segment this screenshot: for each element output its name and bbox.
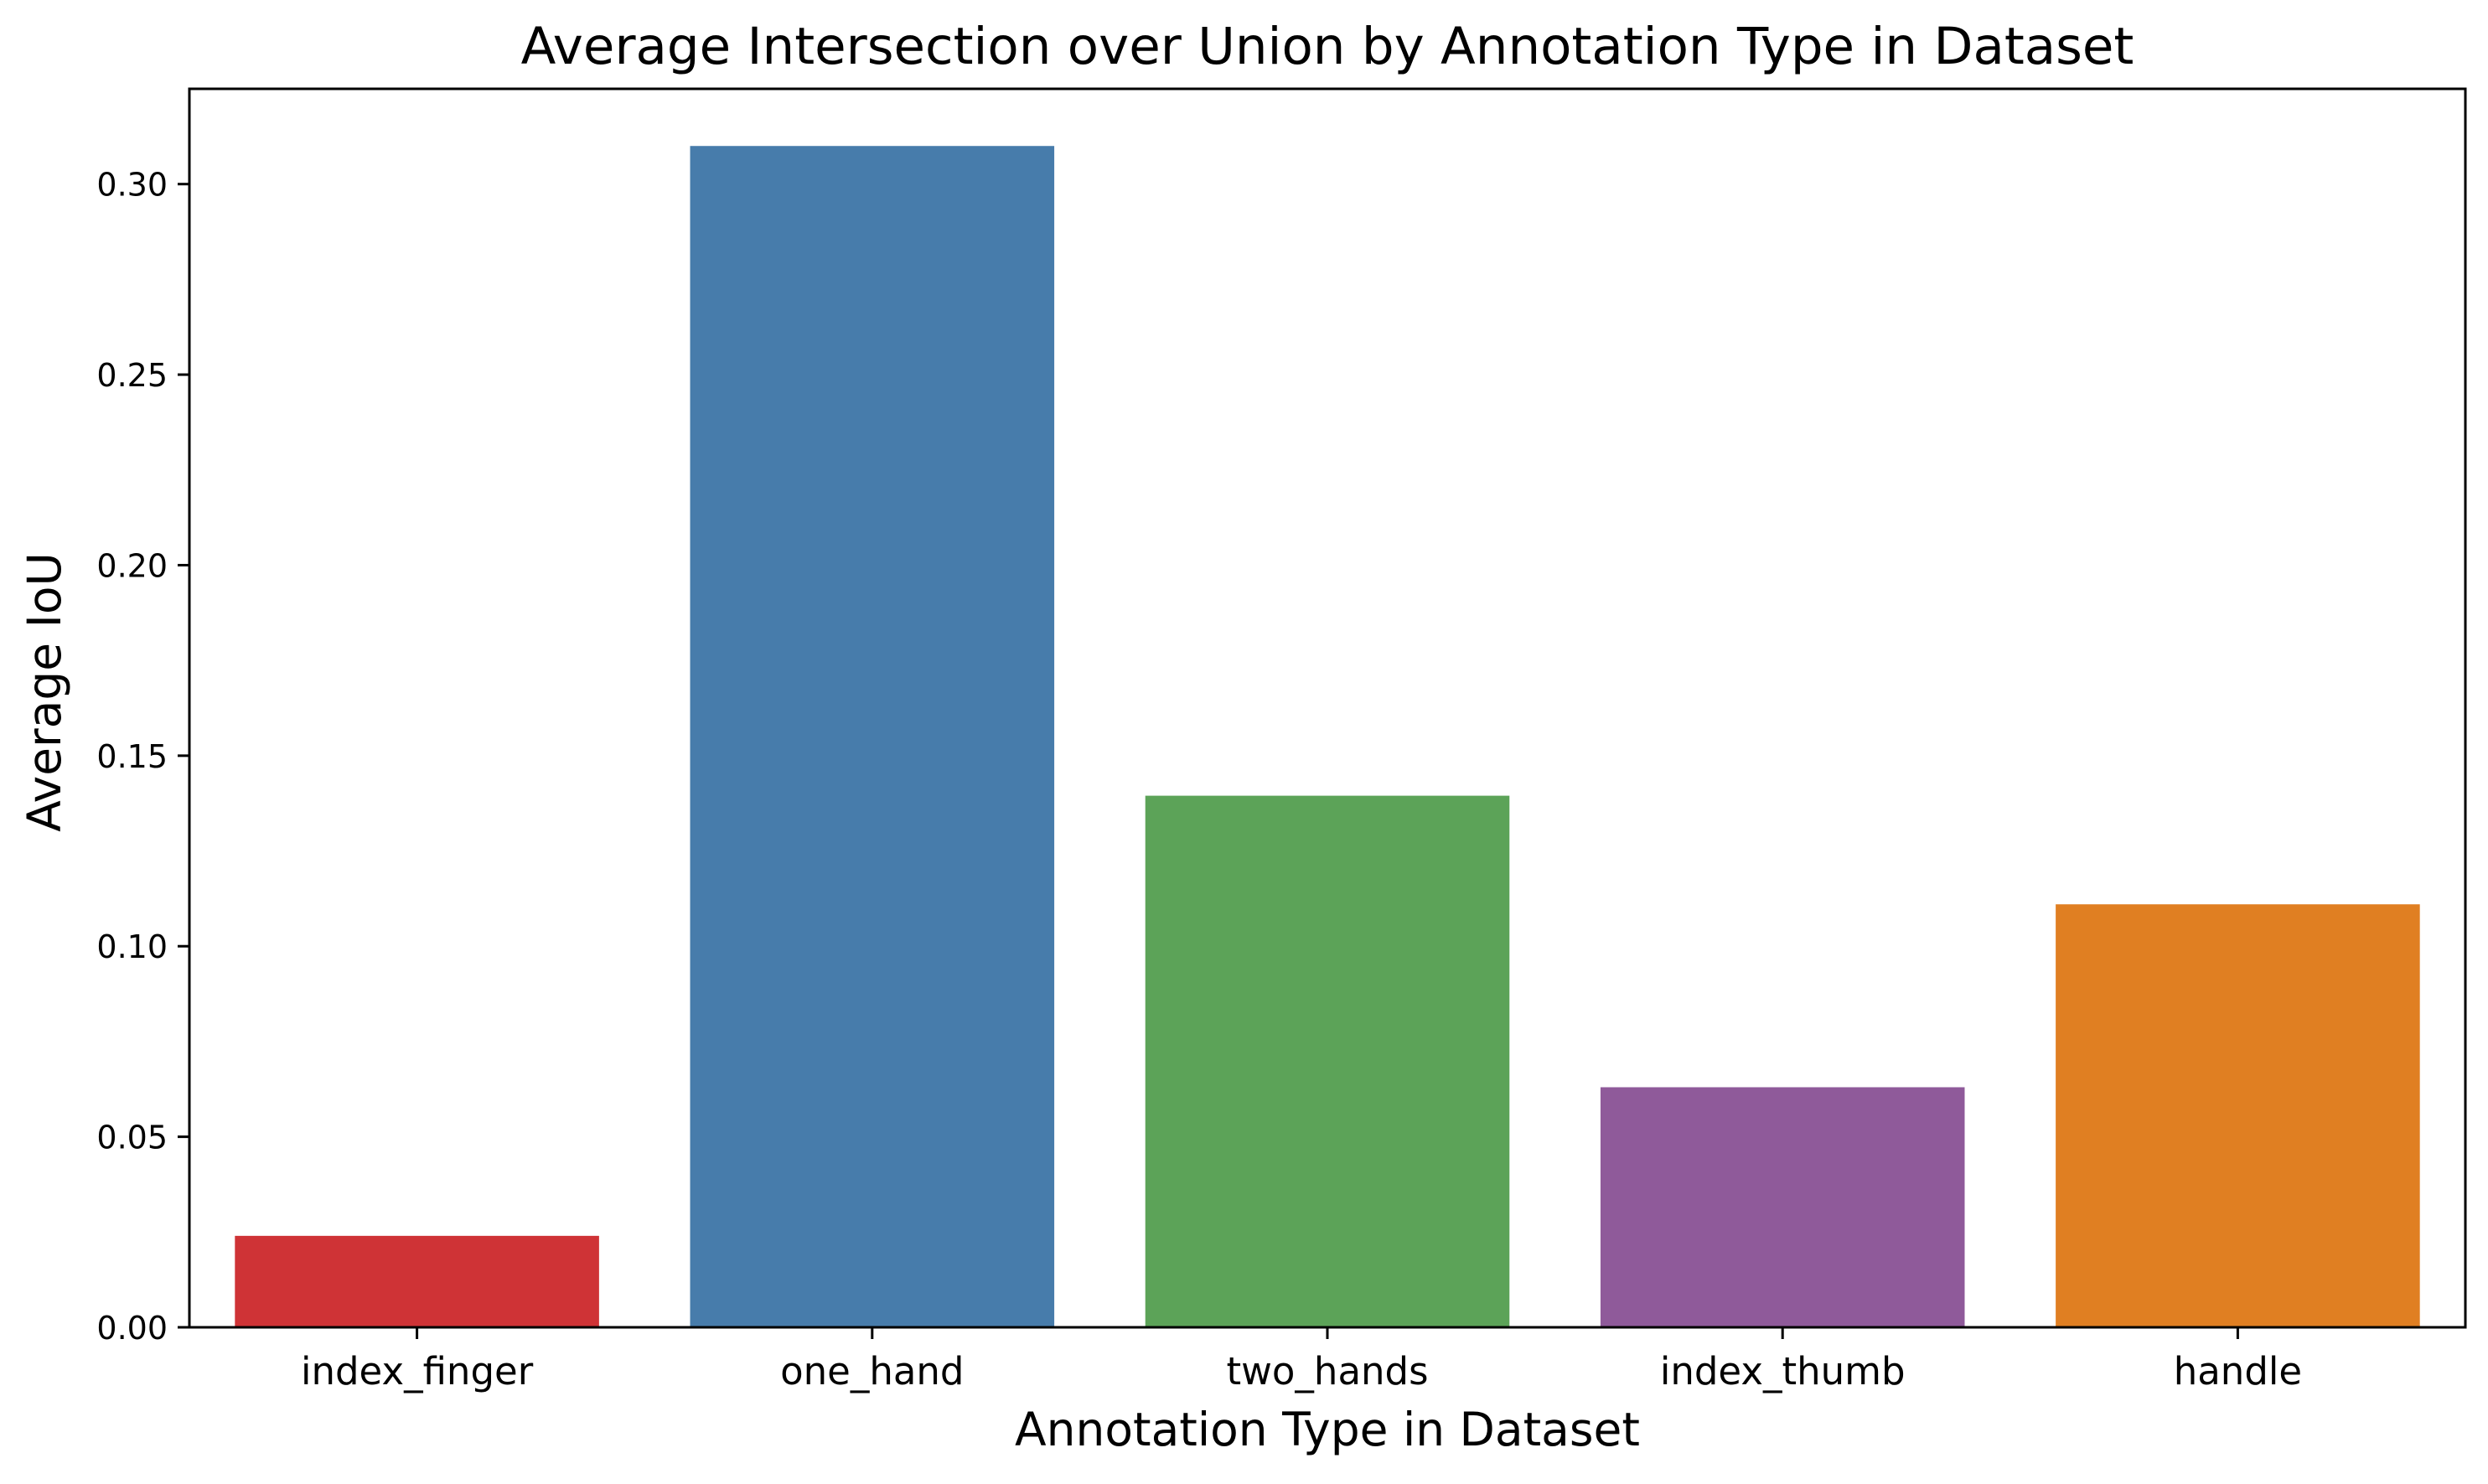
bar-index-thumb xyxy=(1600,1087,1965,1327)
x-tick-label: handle xyxy=(2174,1349,2302,1394)
chart-title: Average Intersection over Union by Annot… xyxy=(521,17,2134,76)
plot-area-frame xyxy=(188,87,2467,1329)
x-axis-ticks: index_finger one_hand two_hands index_thumb… xyxy=(301,1327,2302,1394)
bars-group xyxy=(235,146,2420,1328)
x-tick-label: one_hand xyxy=(780,1349,964,1394)
y-tick-label: 0.05 xyxy=(96,1119,168,1156)
y-axis-ticks: 0.00 0.05 0.10 0.15 0.20 0.25 0.30 xyxy=(96,167,189,1347)
x-tick-label: index_thumb xyxy=(1660,1349,1906,1394)
y-axis-label: Average IoU xyxy=(18,552,71,831)
y-tick-label: 0.25 xyxy=(96,357,168,394)
y-tick-label: 0.00 xyxy=(96,1310,168,1347)
y-tick-label: 0.10 xyxy=(96,928,168,965)
bar-index-finger xyxy=(235,1235,599,1327)
bar-two-hands xyxy=(1145,795,1510,1327)
y-tick-label: 0.30 xyxy=(96,167,168,204)
y-tick-label: 0.20 xyxy=(96,547,168,584)
x-axis-label: Annotation Type in Dataset xyxy=(1015,1403,1640,1456)
y-tick-label: 0.15 xyxy=(96,738,168,775)
x-tick-label: index_finger xyxy=(301,1349,534,1394)
bar-handle xyxy=(2056,904,2420,1327)
x-tick-label: two_hands xyxy=(1226,1349,1428,1394)
bar-one-hand xyxy=(690,146,1055,1328)
